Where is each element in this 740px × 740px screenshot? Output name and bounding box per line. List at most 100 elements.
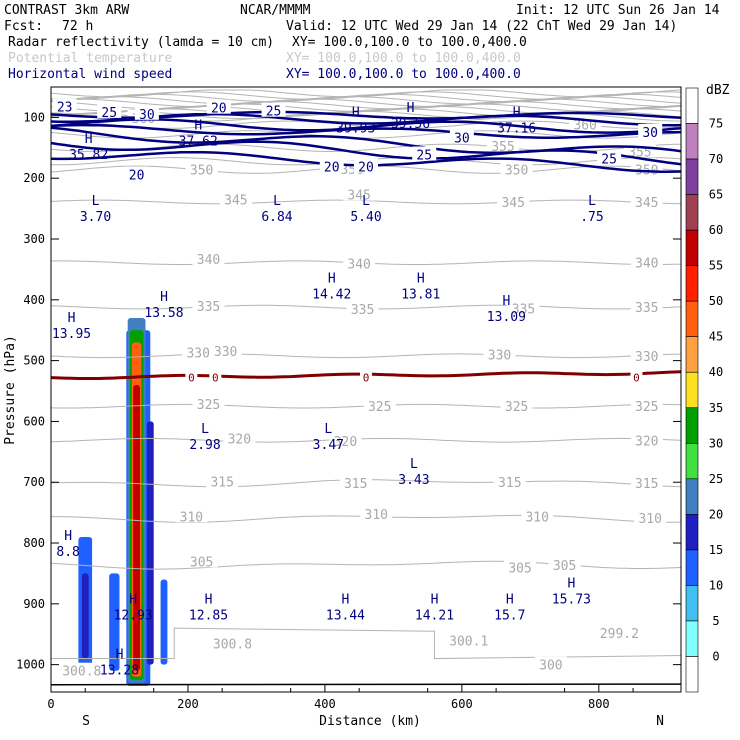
- x-tick-label: 200: [177, 697, 199, 711]
- theta-label: 305: [508, 561, 531, 576]
- x-tick-label: 800: [588, 697, 610, 711]
- theta-label-bg-8: [219, 191, 252, 206]
- wind-label-bg-4: [261, 102, 286, 117]
- field-xy-reflectivity: XY= 100.0,100.0 to 100.0,400.0: [292, 35, 527, 50]
- extremum-value: 13.95: [52, 327, 91, 342]
- y-tick-label: 600: [23, 414, 45, 428]
- extremum-value: 13.44: [326, 609, 365, 624]
- y-tick-label: 500: [23, 354, 45, 368]
- theta-label: 315: [498, 476, 521, 491]
- theta-label: 310: [365, 508, 388, 523]
- theta-label: 335: [635, 301, 658, 316]
- zero-label: 0: [188, 372, 195, 385]
- extremum-marker: H: [116, 647, 124, 662]
- colorbar-level-label: 10: [709, 578, 723, 592]
- y-tick-label: 400: [23, 293, 45, 307]
- theta-label: 340: [635, 257, 658, 272]
- extremum-value: 39.93: [336, 122, 375, 137]
- wind-label: 25: [101, 106, 117, 121]
- theta-contour-surface: [51, 627, 682, 660]
- theta-label: 325: [505, 400, 528, 415]
- colorbar-swatch-12: [685, 514, 699, 551]
- colorbar-swatch-15: [685, 620, 699, 657]
- extremum-marker: H: [513, 106, 521, 121]
- zero-label-bg-3: [630, 370, 643, 383]
- theta-label: 300: [539, 659, 562, 674]
- wind-label: 20: [358, 161, 374, 176]
- wind-label: 25: [601, 153, 617, 168]
- theta-label: 330: [635, 350, 658, 365]
- colorbar-swatch-5: [685, 265, 699, 302]
- y-tick-label: 300: [23, 232, 45, 246]
- extremum-value: 12.93: [114, 609, 153, 624]
- plot-area: 3603603553553503503503503453453453453403…: [16, 86, 682, 711]
- theta-label: 345: [501, 196, 524, 211]
- theta-label: 330: [214, 345, 237, 360]
- theta-contour-4: [50, 98, 682, 108]
- theta-label-bg-45: [65, 662, 98, 677]
- theta-label: 335: [512, 302, 535, 317]
- colorbar-swatch-8: [685, 371, 699, 409]
- zero-label: 0: [363, 372, 370, 385]
- extremum-value: 37.16: [497, 122, 536, 137]
- colorbar-swatch-3: [685, 194, 699, 231]
- theta-label-bg-39: [504, 559, 537, 574]
- x-axis-title: Distance (km): [319, 714, 421, 729]
- wind-label-bg-0: [52, 98, 77, 113]
- wind-speed-layer: 23 25 30 20 25 30 30 20 20 25 25 20: [50, 98, 682, 184]
- theta-label-bg-21: [483, 346, 516, 361]
- y-tick-label: 800: [23, 536, 45, 550]
- theta-label: 305: [190, 555, 213, 570]
- colorbar-unit: dBZ: [706, 83, 730, 98]
- theta-label: 325: [635, 400, 658, 415]
- theta-contour-19: [50, 353, 682, 359]
- theta-label: 355: [491, 140, 514, 155]
- extremum-marker: H: [160, 290, 168, 305]
- theta-label-bg-23: [192, 395, 225, 410]
- theta-label-bg-10: [497, 193, 530, 208]
- header-center: NCAR/MMMM: [240, 3, 311, 18]
- extremum-marker: H: [68, 311, 76, 326]
- extremum-value: 8.8: [56, 545, 79, 560]
- colorbar-level-label: 60: [709, 223, 723, 237]
- field-xy-wind: XY= 100.0,100.0 to 100.0,400.0: [286, 67, 521, 82]
- wind-contour-4: [50, 126, 682, 155]
- y-tick-label: 1000: [16, 658, 45, 672]
- theta-label-bg-18: [630, 299, 663, 314]
- extremum-value: 15.7: [494, 609, 525, 624]
- x-tick-label: 600: [451, 697, 473, 711]
- theta-label-bg-22: [630, 347, 663, 362]
- colorbar-swatch-14: [685, 585, 699, 622]
- y-tick-label: 900: [23, 597, 45, 611]
- wind-label-bg-10: [597, 150, 622, 165]
- extrema-labels-layer: H35.82H37.62H39.93H39.56H37.16L3.70L6.84…: [52, 101, 604, 679]
- extremum-value: 13.28: [100, 663, 139, 678]
- extremum-value: 13.81: [401, 288, 440, 303]
- field-name-theta: Potential temperature: [8, 51, 173, 66]
- theta-label: 335: [351, 303, 374, 318]
- header-fcst-label: Fcst:: [4, 19, 43, 34]
- theta-label: 335: [197, 300, 220, 315]
- theta-label-bg-41: [216, 635, 249, 650]
- extremum-marker: H: [352, 106, 360, 121]
- theta-label-bg-16: [346, 300, 379, 315]
- extremum-marker: L: [92, 194, 100, 209]
- field-name-reflectivity: Radar reflectivity (lamda = 10 cm): [8, 35, 274, 50]
- theta-label: 315: [635, 477, 658, 492]
- extremum-value: 14.21: [415, 609, 454, 624]
- colorbar-level-label: 70: [709, 152, 723, 166]
- theta-contour-3: [50, 96, 682, 105]
- theta-label-bg-24: [363, 398, 396, 413]
- extremum-marker: H: [506, 593, 514, 608]
- wind-label: 23: [57, 100, 73, 115]
- reflectivity-cell-1: [81, 573, 89, 659]
- theta-label-bg-34: [175, 508, 208, 523]
- colorbar-level-label: 65: [709, 188, 723, 202]
- end-label-north: N: [656, 714, 664, 729]
- surface-line: [50, 683, 682, 686]
- wind-label-bg-8: [354, 158, 378, 173]
- extremum-value: 3.47: [313, 438, 344, 453]
- colorbar-swatch-13: [685, 549, 699, 586]
- extremum-marker: H: [502, 294, 510, 309]
